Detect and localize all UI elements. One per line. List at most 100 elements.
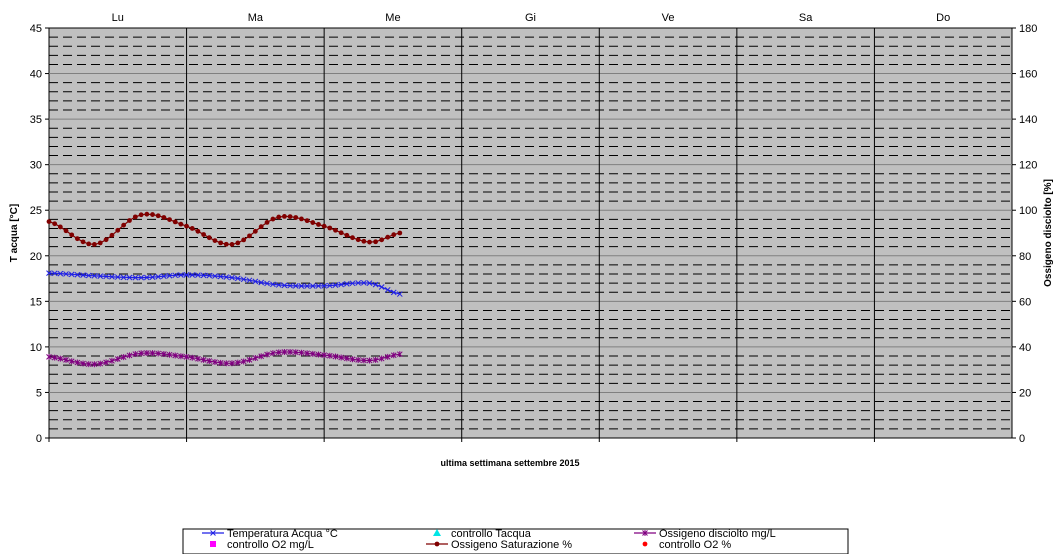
data-point (288, 214, 293, 219)
y2-tick-label: 20 (1019, 387, 1031, 399)
y-tick-label: 40 (30, 69, 42, 81)
y-tick-label: 30 (30, 160, 42, 172)
data-point (213, 238, 218, 243)
data-point (276, 215, 281, 220)
data-point (173, 219, 178, 224)
data-point (327, 226, 332, 231)
data-point (356, 237, 361, 242)
data-point (299, 217, 304, 222)
data-point (241, 238, 246, 243)
data-point (361, 239, 366, 244)
y-tick-label: 35 (30, 114, 42, 126)
y2-tick-label: 180 (1019, 23, 1037, 35)
legend: Temperatura Acqua °C controllo Tacqua Ossi… (183, 528, 848, 554)
data-point (282, 214, 287, 219)
y-tick-label: 45 (30, 23, 42, 35)
right-axis: 0 20 40 60 80 100 120 140 160 180 (1012, 23, 1037, 445)
data-point (156, 213, 161, 218)
data-point (178, 222, 183, 227)
data-point (196, 229, 201, 234)
data-point (81, 239, 86, 244)
x-axis-label: ultima settimana settembre 2015 (440, 458, 579, 468)
data-point (230, 242, 235, 247)
data-point (333, 228, 338, 233)
y2-tick-label: 40 (1019, 342, 1031, 354)
data-point (150, 212, 155, 217)
y2-axis-label: Ossigeno disciolto [%] (1043, 179, 1054, 287)
data-point (385, 235, 390, 240)
day-label: Do (936, 12, 950, 24)
data-point (265, 220, 270, 225)
legend-marker (643, 542, 648, 547)
data-point (218, 240, 223, 245)
legend-marker (210, 541, 216, 547)
y2-tick-label: 100 (1019, 205, 1037, 217)
legend-label: Ossigeno Saturazione % (451, 539, 572, 551)
day-labels: Lu Ma Me Gi Ve Sa Do (112, 12, 951, 24)
y-tick-label: 25 (30, 205, 42, 217)
data-point (310, 220, 315, 225)
data-point (58, 225, 63, 230)
data-point (127, 218, 132, 223)
data-point (201, 232, 206, 237)
data-point (110, 233, 115, 238)
y-tick-label: 0 (36, 433, 42, 445)
day-label: Lu (112, 12, 124, 24)
day-label: Ma (248, 12, 264, 24)
y-axis-label: T acqua [°C] (9, 204, 20, 262)
data-point (344, 233, 349, 238)
data-point (86, 241, 91, 246)
data-point (259, 224, 264, 229)
y2-tick-label: 80 (1019, 251, 1031, 263)
data-point (305, 218, 310, 223)
data-point (98, 241, 103, 246)
data-point (47, 219, 52, 224)
data-point (391, 232, 396, 237)
data-point (316, 222, 321, 227)
data-point (121, 223, 126, 228)
data-point (75, 236, 80, 241)
day-label: Me (385, 12, 400, 24)
data-point (92, 242, 97, 247)
data-point (322, 224, 327, 229)
data-point (373, 239, 378, 244)
day-label: Gi (525, 12, 536, 24)
data-point (247, 233, 252, 238)
y-tick-label: 10 (30, 342, 42, 354)
legend-marker (435, 542, 440, 547)
data-point (207, 235, 212, 240)
legend-label: controllo O2 mg/L (227, 539, 314, 551)
data-point (190, 226, 195, 231)
data-point (350, 235, 355, 240)
data-point (69, 232, 74, 237)
legend-label: controllo O2 % (659, 539, 731, 551)
data-point (104, 237, 109, 242)
left-axis: 0 5 10 15 20 25 30 35 40 45 (30, 23, 49, 445)
data-point (367, 240, 372, 245)
y-tick-label: 15 (30, 296, 42, 308)
data-point (379, 237, 384, 242)
data-point (339, 230, 344, 235)
data-point (115, 228, 120, 233)
data-point (224, 242, 229, 247)
data-point (235, 241, 240, 246)
data-point (270, 217, 275, 222)
data-point (133, 214, 138, 219)
data-point (293, 215, 298, 220)
day-label: Sa (799, 12, 813, 24)
y2-tick-label: 140 (1019, 114, 1037, 126)
plot-area (49, 28, 1012, 438)
data-point (167, 217, 172, 222)
data-point (397, 231, 402, 236)
y-tick-label: 20 (30, 251, 42, 263)
data-point (253, 229, 258, 234)
data-point (139, 212, 144, 217)
data-point (64, 228, 69, 233)
y2-tick-label: 60 (1019, 296, 1031, 308)
day-label: Ve (662, 12, 675, 24)
data-point (161, 215, 166, 220)
y2-tick-label: 0 (1019, 433, 1025, 445)
y2-tick-label: 120 (1019, 160, 1037, 172)
y2-tick-label: 160 (1019, 69, 1037, 81)
